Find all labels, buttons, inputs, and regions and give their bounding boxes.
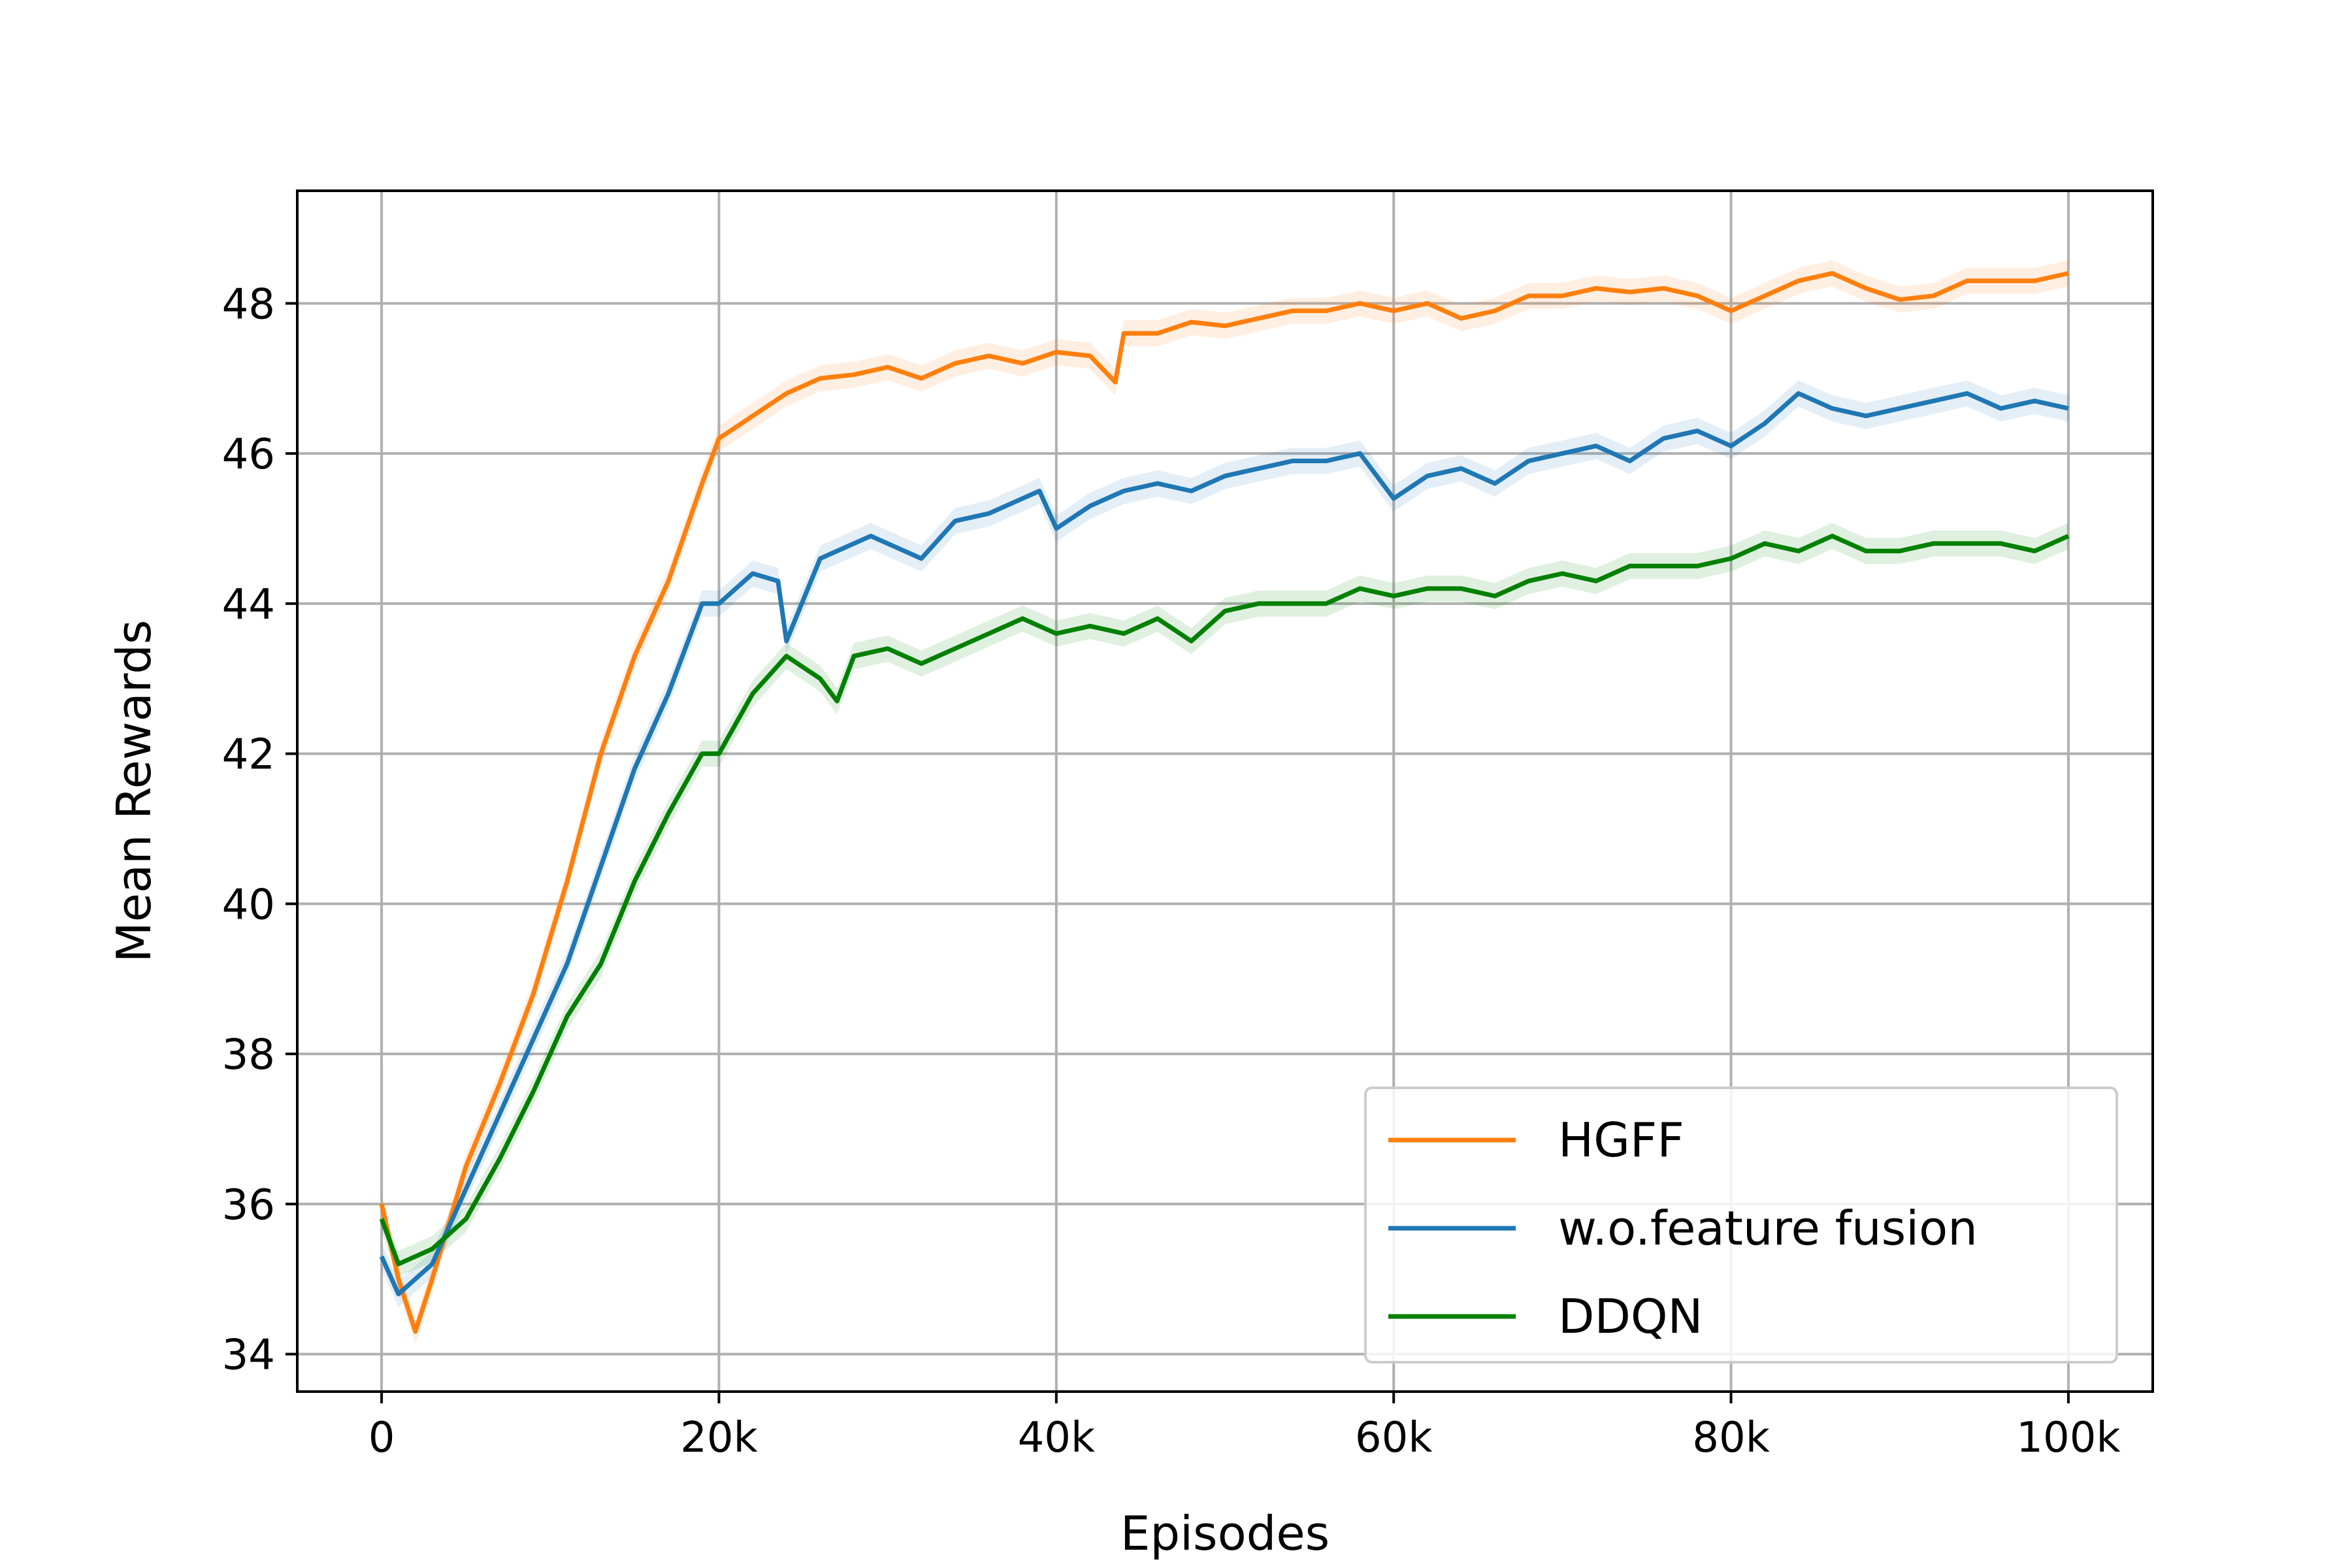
x-tick-label: 20k: [680, 1414, 758, 1462]
series-line-1: [379, 270, 2069, 1334]
x-tick-label: 60k: [1355, 1414, 1433, 1462]
x-tick-label: 40k: [1018, 1414, 1096, 1462]
legend-label-1: HGFF: [1558, 1113, 1684, 1168]
x-axis-title: Episodes: [1120, 1506, 1330, 1561]
y-tick-label: 48: [222, 280, 275, 329]
legend-label-2: w.o.feature fusion: [1558, 1201, 1978, 1256]
legend-box: [1364, 1086, 2118, 1364]
y-axis-title: Mean Rewards: [106, 620, 161, 963]
y-tick-label: 34: [222, 1331, 275, 1380]
series-lines: [379, 270, 2070, 1334]
y-tick-label: 36: [222, 1181, 275, 1230]
y-tick-label: 42: [222, 731, 275, 779]
x-tick-label: 80k: [1692, 1414, 1770, 1462]
grid: [297, 191, 2153, 1392]
plot-frame: [296, 189, 2154, 1393]
x-tick-label: 0: [368, 1414, 395, 1462]
y-tick-label: 46: [222, 431, 275, 479]
legend: HGFF w.o.feature fusion DDQN: [1364, 1086, 2118, 1364]
legend-label-3: DDQN: [1558, 1289, 1703, 1344]
series-line-3: [379, 533, 2070, 1267]
x-axis-ticks: 0 20k 40k 60k 80k 100k: [368, 1392, 2121, 1462]
x-tick-label: 100k: [2016, 1414, 2120, 1462]
y-tick-label: 38: [222, 1031, 275, 1079]
confidence-bands: [382, 260, 2068, 1345]
series-line-2: [379, 391, 2069, 1297]
y-tick-label: 44: [222, 581, 275, 629]
y-axis-ticks: 34 36 38 40 42 44 46 48: [222, 280, 297, 1380]
y-tick-label: 40: [222, 881, 275, 929]
series-band-2: [382, 380, 2068, 1307]
